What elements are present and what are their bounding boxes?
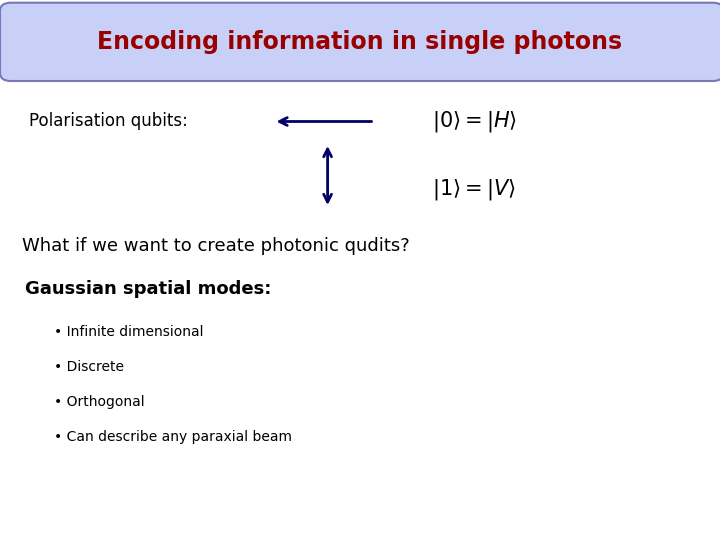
FancyBboxPatch shape — [0, 3, 720, 81]
Text: • Orthogonal: • Orthogonal — [54, 395, 145, 409]
Text: Gaussian spatial modes:: Gaussian spatial modes: — [25, 280, 271, 298]
Text: $|1\rangle = |V\rangle$: $|1\rangle = |V\rangle$ — [432, 177, 516, 201]
Text: What if we want to create photonic qudits?: What if we want to create photonic qudit… — [22, 237, 410, 255]
Text: • Can describe any paraxial beam: • Can describe any paraxial beam — [54, 430, 292, 444]
Text: $|0\rangle = |H\rangle$: $|0\rangle = |H\rangle$ — [432, 109, 517, 134]
Text: Polarisation qubits:: Polarisation qubits: — [29, 112, 188, 131]
Text: • Infinite dimensional: • Infinite dimensional — [54, 325, 204, 339]
Text: • Discrete: • Discrete — [54, 360, 124, 374]
Text: Encoding information in single photons: Encoding information in single photons — [97, 30, 623, 53]
